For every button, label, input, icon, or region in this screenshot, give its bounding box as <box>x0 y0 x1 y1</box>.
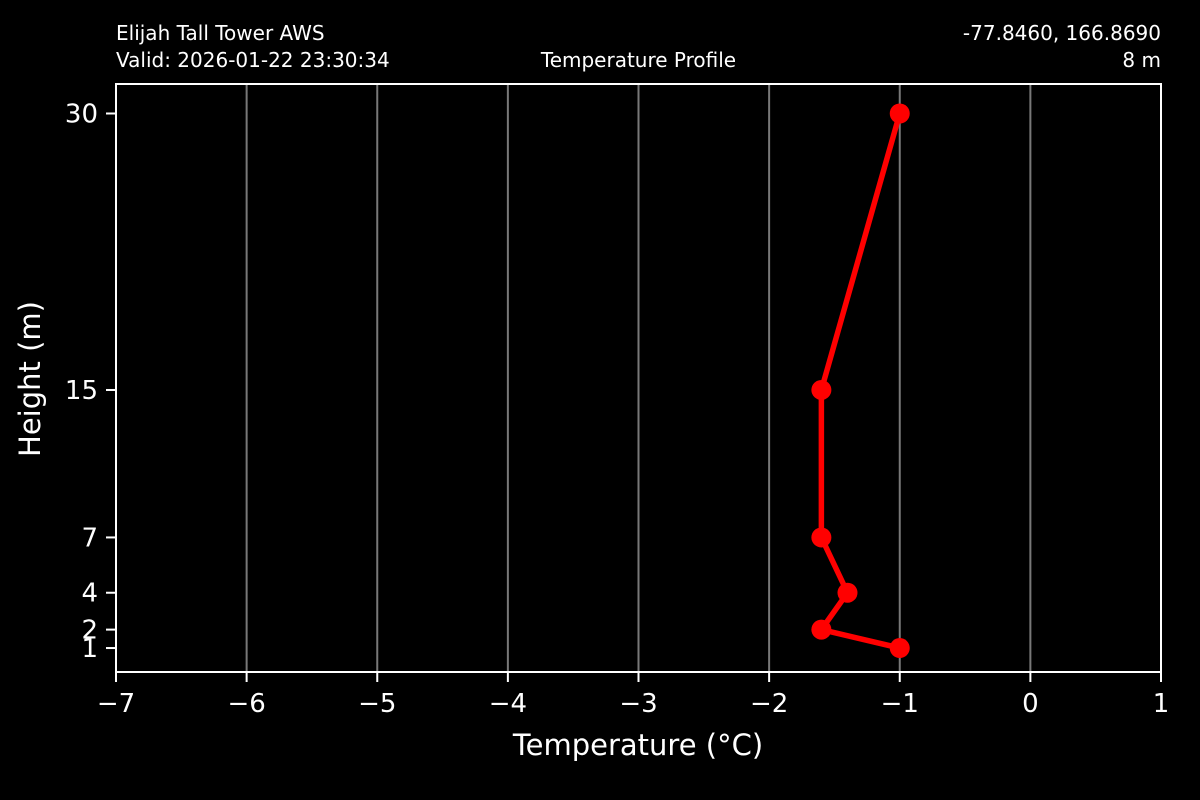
x-axis-label: Temperature (°C) <box>512 728 763 762</box>
data-series <box>811 103 910 659</box>
y-tick-label: 30 <box>65 99 98 129</box>
data-point <box>811 379 832 400</box>
gridlines <box>245 84 1032 672</box>
data-point <box>811 527 832 548</box>
data-point <box>889 638 910 659</box>
station-name: Elijah Tall Tower AWS <box>116 21 325 45</box>
station-coordinates: -77.8460, 166.8690 <box>962 21 1161 45</box>
y-tick-label: 4 <box>81 579 98 609</box>
x-tick-label: 0 <box>1022 689 1039 719</box>
x-tick-label: −4 <box>489 689 527 719</box>
x-tick-label: −2 <box>750 689 788 719</box>
data-point <box>811 619 832 640</box>
station-elevation: 8 m <box>1122 48 1161 72</box>
valid-timestamp: Valid: 2026-01-22 23:30:34 <box>116 48 390 72</box>
y-tick-label: 15 <box>65 376 98 406</box>
x-tick-label: −1 <box>881 689 919 719</box>
y-tick-label: 1 <box>81 634 98 664</box>
x-tick-label: −3 <box>619 689 657 719</box>
y-tick-label: 7 <box>81 523 98 553</box>
series-line <box>818 110 903 651</box>
data-point <box>889 103 910 124</box>
x-tick-label: −6 <box>227 689 265 719</box>
x-tick-label: 1 <box>1153 689 1170 719</box>
axes <box>106 83 1162 682</box>
data-point <box>837 582 858 603</box>
chart-title: Temperature Profile <box>540 48 737 72</box>
x-tick-label: −5 <box>358 689 396 719</box>
y-tick-label: 2 <box>81 616 98 646</box>
y-axis-label: Height (m) <box>13 301 47 457</box>
x-tick-label: −7 <box>97 689 135 719</box>
